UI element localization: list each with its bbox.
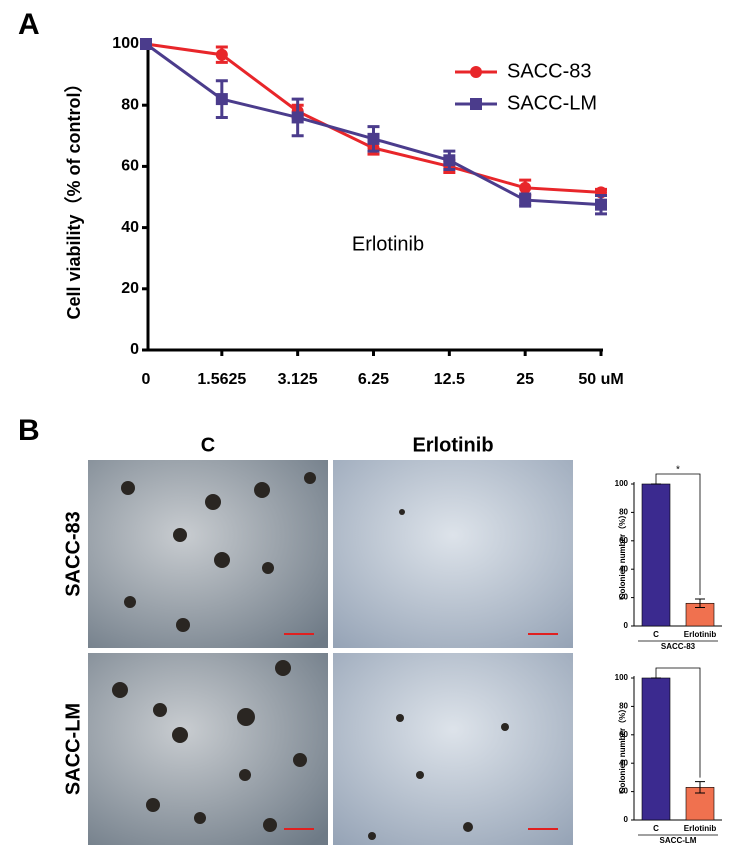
marker: [215, 93, 228, 106]
error-bar: [695, 781, 705, 794]
y-tick-label: 60: [619, 536, 628, 545]
y-axis-label: Colonies number（%）: [617, 705, 627, 793]
marker: [140, 38, 152, 50]
marker: [519, 194, 532, 207]
x-tick-label: 6.25: [358, 371, 389, 388]
y-tick-label: 100: [615, 479, 629, 488]
legend-label: SACC-LM: [507, 92, 597, 114]
bar: [641, 677, 671, 821]
y-tick-label: 20: [619, 787, 628, 796]
y-tick-label: 40: [121, 219, 139, 236]
x-axis-label: SACC-LM: [660, 836, 697, 845]
marker: [595, 198, 607, 211]
legend-marker: [470, 98, 482, 110]
y-tick-label: 100: [615, 673, 629, 682]
x-tick-label: 12.5: [434, 371, 465, 388]
panel-label: A: [18, 8, 40, 41]
marker: [291, 111, 304, 124]
x-tick-label: C: [653, 824, 659, 833]
x-tick-label: 0: [142, 371, 151, 388]
x-tick-label: 1.5625: [197, 371, 246, 388]
y-tick-label: 80: [121, 96, 139, 113]
panel-label: B: [18, 414, 40, 447]
y-tick-label: 20: [619, 593, 628, 602]
x-tick-label: 3.125: [278, 371, 318, 388]
y-tick-label: 40: [619, 758, 628, 767]
bar: [641, 483, 671, 627]
column-header: C: [201, 434, 215, 456]
significance: *: [676, 465, 680, 476]
y-tick-label: 40: [619, 564, 628, 573]
y-tick-label: 0: [624, 815, 629, 824]
x-tick-label: C: [653, 630, 659, 639]
y-tick-label: 0: [130, 341, 139, 358]
y-axis-label: Cell viability（% of control）: [64, 74, 84, 319]
legend-label: SACC-83: [507, 60, 591, 82]
column-header: Erlotinib: [412, 434, 493, 456]
y-tick-label: 0: [624, 621, 629, 630]
y-axis-label: Colonies number（%）: [617, 511, 627, 599]
x-tick-label: 25: [516, 371, 534, 388]
significance-bracket: [655, 667, 701, 778]
error-bar: [695, 598, 705, 609]
y-tick-label: 60: [121, 158, 139, 175]
x-tick-label: Erlotinib: [684, 630, 717, 639]
marker: [367, 132, 380, 145]
marker: [519, 181, 532, 194]
x-tick-label: Erlotinib: [684, 824, 717, 833]
annotation: Erlotinib: [352, 233, 424, 255]
y-tick-label: 60: [619, 730, 628, 739]
y-tick-label: 80: [619, 702, 628, 711]
row-label: SACC-83: [62, 511, 84, 597]
marker: [443, 154, 456, 167]
x-axis-label: SACC-83: [661, 642, 696, 651]
significance-bracket: [655, 473, 701, 596]
y-tick-label: 80: [619, 508, 628, 517]
y-tick-label: 100: [112, 35, 139, 52]
marker: [215, 48, 228, 61]
micrographs: [88, 460, 573, 845]
x-tick-label: 50 uM: [578, 371, 623, 388]
legend-marker: [470, 66, 482, 78]
y-tick-label: 20: [121, 280, 139, 297]
row-label: SACC-LM: [62, 703, 84, 795]
